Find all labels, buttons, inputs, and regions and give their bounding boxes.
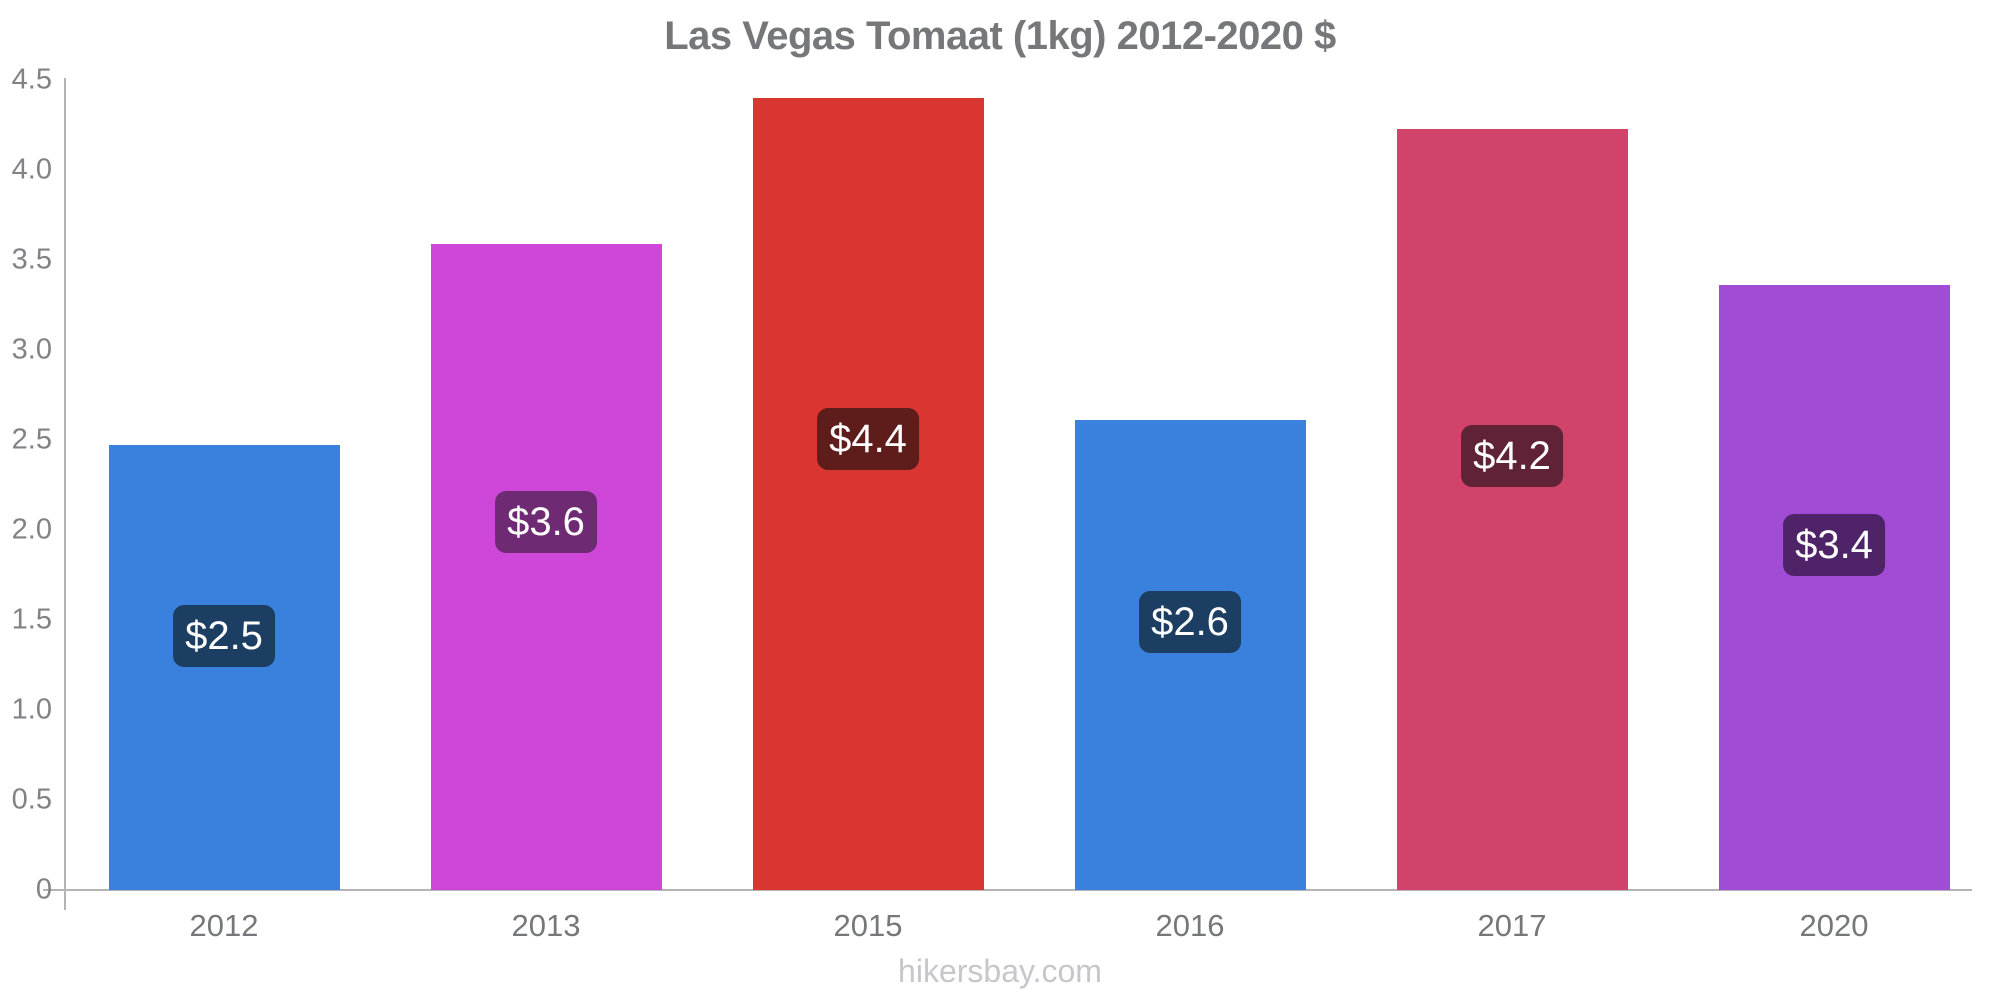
footer-watermark: hikersbay.com — [898, 953, 1102, 989]
y-tick-label-3.0: 3.0 — [11, 333, 52, 366]
bar-value-label-2016: $2.6 — [1139, 591, 1241, 654]
chart-title: Las Vegas Tomaat (1kg) 2012-2020 $ — [664, 14, 1336, 58]
y-tick-label-0.5: 0.5 — [11, 783, 52, 816]
y-tick-label-2.0: 2.0 — [11, 513, 52, 546]
y-tick-label-4.5: 4.5 — [11, 63, 52, 96]
bar-2020[interactable] — [1718, 285, 1950, 890]
x-tick-label-2015: 2015 — [833, 908, 903, 943]
bar-2015[interactable] — [752, 98, 984, 890]
y-axis-line — [64, 78, 66, 910]
x-tick-label-2017: 2017 — [1477, 908, 1547, 943]
bar-2017[interactable] — [1396, 129, 1628, 890]
x-tick-label-2016: 2016 — [1155, 908, 1225, 943]
y-tick-label-3.5: 3.5 — [11, 243, 52, 276]
bar-value-label-2013: $3.6 — [495, 490, 597, 553]
bar-value-label-2012: $2.5 — [173, 605, 275, 668]
y-tick-label-2.5: 2.5 — [11, 423, 52, 456]
x-axis-line — [64, 889, 1972, 891]
bar-value-label-2020: $3.4 — [1783, 514, 1885, 577]
bar-value-label-2015: $4.4 — [817, 407, 919, 470]
y-tick-label-0: 0 — [35, 873, 52, 906]
y-tick-label-1.0: 1.0 — [11, 693, 52, 726]
bar-2012[interactable] — [108, 445, 340, 890]
bar-2013[interactable] — [430, 244, 662, 890]
x-tick-label-2012: 2012 — [189, 908, 259, 943]
zero-tick-mark — [43, 889, 65, 891]
y-tick-label-1.5: 1.5 — [11, 603, 52, 636]
y-tick-label-4.0: 4.0 — [11, 153, 52, 186]
x-tick-label-2013: 2013 — [511, 908, 581, 943]
bar-value-label-2017: $4.2 — [1461, 425, 1563, 488]
x-tick-label-2020: 2020 — [1799, 908, 1869, 943]
bar-2016[interactable] — [1074, 420, 1306, 890]
